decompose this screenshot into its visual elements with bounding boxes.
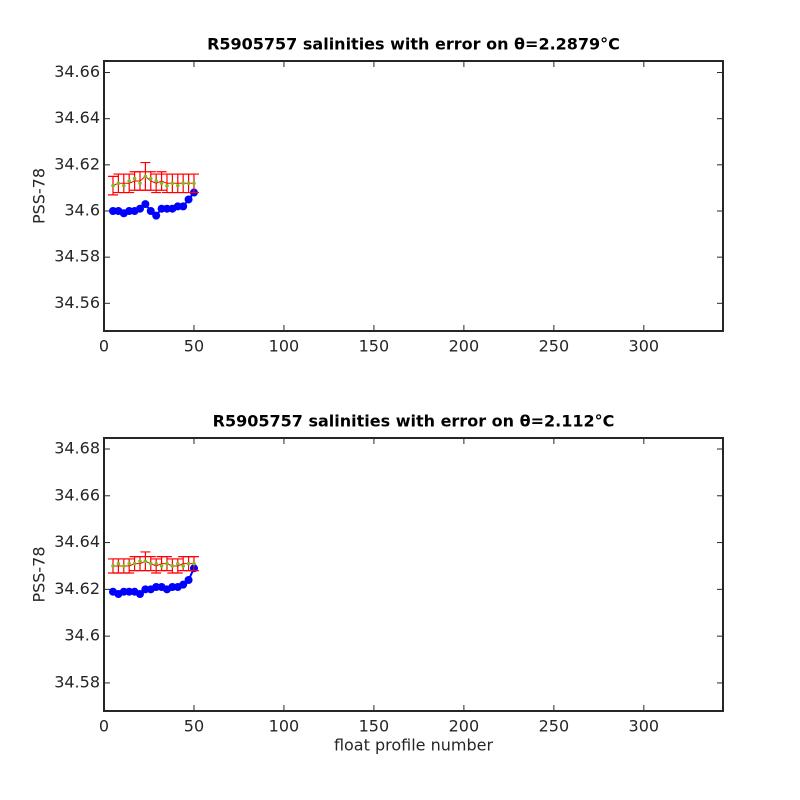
data-point <box>175 183 180 188</box>
data-point <box>148 176 153 181</box>
x-tick-label: 250 <box>539 337 570 356</box>
data-point <box>184 195 193 204</box>
data-point <box>141 200 150 209</box>
x-tick-label: 250 <box>539 717 570 736</box>
data-point <box>159 181 164 186</box>
x-tick-label: 100 <box>269 717 300 736</box>
data-point <box>121 183 126 188</box>
data-point <box>154 561 158 566</box>
y-tick-label: 34.66 <box>54 62 100 81</box>
data-point <box>184 575 193 584</box>
data-point <box>138 181 142 186</box>
y-tick-label: 34.64 <box>54 108 100 127</box>
data-point <box>181 181 185 186</box>
y-tick-label: 34.58 <box>54 247 100 266</box>
data-point <box>186 561 191 566</box>
data-point <box>132 176 137 181</box>
data-point <box>111 564 115 568</box>
y-tick-label: 34.6 <box>64 626 100 645</box>
y-axis-label: PSS-78 <box>30 168 49 224</box>
data-point <box>116 181 121 186</box>
y-tick-label: 34.62 <box>54 154 100 173</box>
x-tick-label: 150 <box>359 717 390 736</box>
y-tick-label: 34.58 <box>54 672 100 691</box>
data-point <box>111 183 115 188</box>
data-point <box>138 559 142 564</box>
y-axis-label: PSS-78 <box>30 546 49 602</box>
data-point <box>127 179 131 183</box>
y-tick-label: 34.64 <box>54 532 100 551</box>
data-point <box>135 204 144 213</box>
data-point <box>152 211 161 220</box>
data-point <box>175 561 180 566</box>
x-tick-label: 0 <box>99 337 109 356</box>
x-tick-label: 50 <box>184 337 204 356</box>
data-point <box>179 580 188 589</box>
data-point <box>148 561 153 566</box>
chart-title: R5905757 salinities with error on θ=2.11… <box>213 412 615 431</box>
data-point <box>165 183 169 188</box>
chart-title: R5905757 salinities with error on θ=2.28… <box>207 35 620 54</box>
data-point <box>170 181 175 186</box>
x-tick-label: 200 <box>449 717 480 736</box>
x-axis-label: float profile number <box>334 736 494 755</box>
series-line <box>112 560 194 567</box>
plot-area <box>103 60 724 332</box>
y-tick-label: 34.68 <box>54 438 100 457</box>
data-point <box>121 564 126 568</box>
data-point <box>159 564 164 568</box>
data-point <box>165 561 169 566</box>
data-point <box>192 181 196 186</box>
data-point <box>132 561 137 566</box>
data-point <box>192 561 196 566</box>
x-tick-label: 200 <box>449 337 480 356</box>
data-point <box>127 561 131 566</box>
data-point <box>186 181 191 186</box>
data-point <box>154 179 158 183</box>
x-tick-label: 300 <box>629 717 660 736</box>
x-tick-label: 100 <box>269 337 300 356</box>
data-point <box>179 202 188 211</box>
x-tick-label: 150 <box>359 337 390 356</box>
data-point <box>135 590 144 599</box>
x-tick-label: 0 <box>99 717 109 736</box>
y-tick-label: 34.56 <box>54 293 100 312</box>
data-point <box>143 174 148 179</box>
x-tick-label: 50 <box>184 717 204 736</box>
data-point <box>146 207 155 215</box>
x-tick-label: 300 <box>629 337 660 356</box>
y-tick-label: 34.66 <box>54 485 100 504</box>
series-line <box>112 175 194 187</box>
data-point <box>181 564 185 568</box>
data-point <box>116 561 121 566</box>
data-point <box>170 564 175 568</box>
y-tick-label: 34.62 <box>54 579 100 598</box>
plot-area <box>103 437 724 712</box>
y-tick-label: 34.6 <box>64 201 100 220</box>
data-point <box>143 559 148 564</box>
